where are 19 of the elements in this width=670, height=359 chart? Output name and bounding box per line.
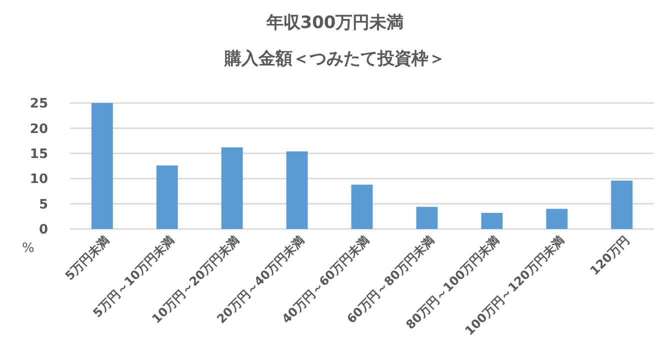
y-tick-label: 20	[30, 122, 48, 137]
y-tick-label: 10	[30, 172, 48, 188]
y-tick-label: 5	[38, 197, 48, 212]
bar	[221, 147, 243, 229]
y-axis-title: %	[22, 241, 34, 256]
bar	[351, 184, 373, 229]
y-tick-label: 0	[38, 222, 48, 238]
y-tick-label: 25	[30, 96, 48, 112]
bar	[546, 208, 568, 229]
chart-title: 年収300万円未満	[265, 13, 404, 33]
bar	[416, 206, 438, 229]
bar	[286, 151, 308, 229]
y-tick-label: 15	[30, 146, 48, 162]
chart-subtitle: 購入金額＜つみたて投資枠＞	[224, 49, 446, 69]
bar	[481, 212, 503, 229]
bar	[611, 180, 633, 229]
bar	[156, 165, 178, 229]
x-tick-label: 5万円未満	[62, 233, 112, 283]
bar	[91, 103, 113, 229]
